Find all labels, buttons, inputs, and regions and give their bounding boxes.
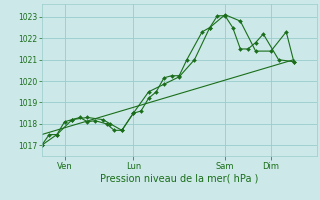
- X-axis label: Pression niveau de la mer( hPa ): Pression niveau de la mer( hPa ): [100, 173, 258, 183]
